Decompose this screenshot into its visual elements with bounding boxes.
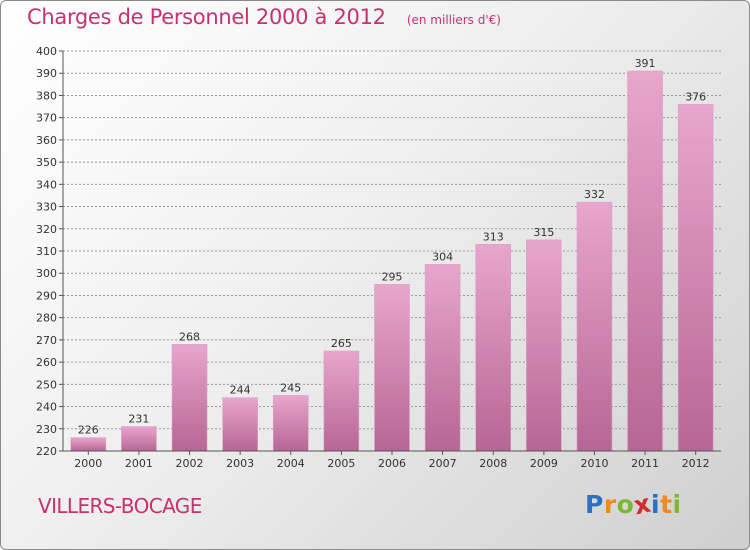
logo-letter: t	[660, 490, 673, 519]
y-tick-label: 250	[36, 378, 57, 391]
data-label: 313	[483, 230, 504, 243]
x-tick-label: 2007	[429, 457, 457, 470]
bars	[70, 70, 714, 452]
x-tick-label: 2010	[580, 457, 608, 470]
y-tick-label: 360	[36, 134, 57, 147]
x-tick-label: 2003	[226, 457, 254, 470]
data-labels: 226 231 268 244 245 265 295 304 313 315 332 391 376	[78, 57, 706, 437]
y-tick-label: 290	[36, 289, 57, 302]
y-tick-label: 240	[36, 401, 57, 414]
x-tick-label: 2005	[327, 457, 355, 470]
axes: 220 230 240 250 260 270 280 290 300 310 320 330 340 3…	[36, 45, 721, 470]
bar	[121, 426, 157, 452]
x-tick-label: 2001	[125, 457, 153, 470]
x-tick-label: 2004	[277, 457, 305, 470]
bar	[323, 350, 360, 452]
data-label: 315	[533, 226, 554, 239]
data-label: 231	[128, 413, 149, 426]
bar	[374, 284, 410, 452]
data-label: 391	[635, 57, 656, 70]
y-tick-label: 350	[36, 156, 57, 169]
data-label: 332	[584, 188, 605, 201]
x-tick-label: 2009	[530, 457, 558, 470]
proxiti-logo: Proxiti	[585, 489, 682, 521]
bar	[627, 70, 663, 452]
logo-letter: r	[603, 490, 617, 519]
commune-name: VILLERS-BOCAGE	[38, 494, 202, 518]
bar	[526, 239, 562, 452]
chart-subtitle: (en milliers d'€)	[406, 13, 501, 27]
data-label: 268	[179, 330, 200, 343]
y-tick-label: 400	[36, 45, 57, 58]
y-tick-label: 280	[36, 312, 57, 325]
y-tick-label: 340	[36, 178, 57, 191]
y-tick-label: 320	[36, 223, 57, 236]
x-tick-label: 2008	[479, 457, 507, 470]
data-label: 376	[685, 90, 706, 103]
x-tick-label: 2011	[631, 457, 659, 470]
x-tick-label: 2002	[176, 457, 204, 470]
bar	[70, 437, 107, 452]
bar	[677, 104, 714, 452]
bar	[576, 201, 613, 452]
y-tick-label: 260	[36, 356, 57, 369]
bar	[272, 395, 309, 452]
data-label: 244	[230, 384, 251, 397]
y-tick-label: 370	[36, 112, 57, 125]
logo-letter: i	[651, 490, 661, 519]
x-tick-label: 2006	[378, 457, 406, 470]
y-tick-label: 270	[36, 334, 57, 347]
data-label: 295	[382, 270, 403, 283]
logo-letter: i	[672, 490, 682, 519]
data-label: 304	[432, 250, 453, 263]
y-tick-label: 220	[36, 445, 57, 458]
y-tick-label: 310	[36, 245, 57, 258]
y-tick-label: 330	[36, 201, 57, 214]
data-label: 226	[78, 424, 99, 437]
bar	[475, 244, 512, 452]
bar	[424, 264, 461, 452]
bar	[171, 344, 208, 452]
title-row: Charges de Personnel 2000 à 2012 (en mil…	[27, 5, 501, 29]
data-label: 245	[280, 381, 301, 394]
logo-letter: P	[585, 490, 604, 519]
y-tick-label: 380	[36, 89, 57, 102]
x-tick-label: 2012	[682, 457, 710, 470]
chart-title: Charges de Personnel 2000 à 2012	[27, 5, 386, 29]
data-label: 265	[331, 337, 352, 350]
logo-letter: o	[616, 490, 635, 519]
y-tick-label: 390	[36, 67, 57, 80]
x-tick-label: 2000	[74, 457, 102, 470]
bar	[222, 397, 258, 452]
y-tick-label: 300	[36, 267, 57, 280]
y-tick-label: 230	[36, 423, 57, 436]
